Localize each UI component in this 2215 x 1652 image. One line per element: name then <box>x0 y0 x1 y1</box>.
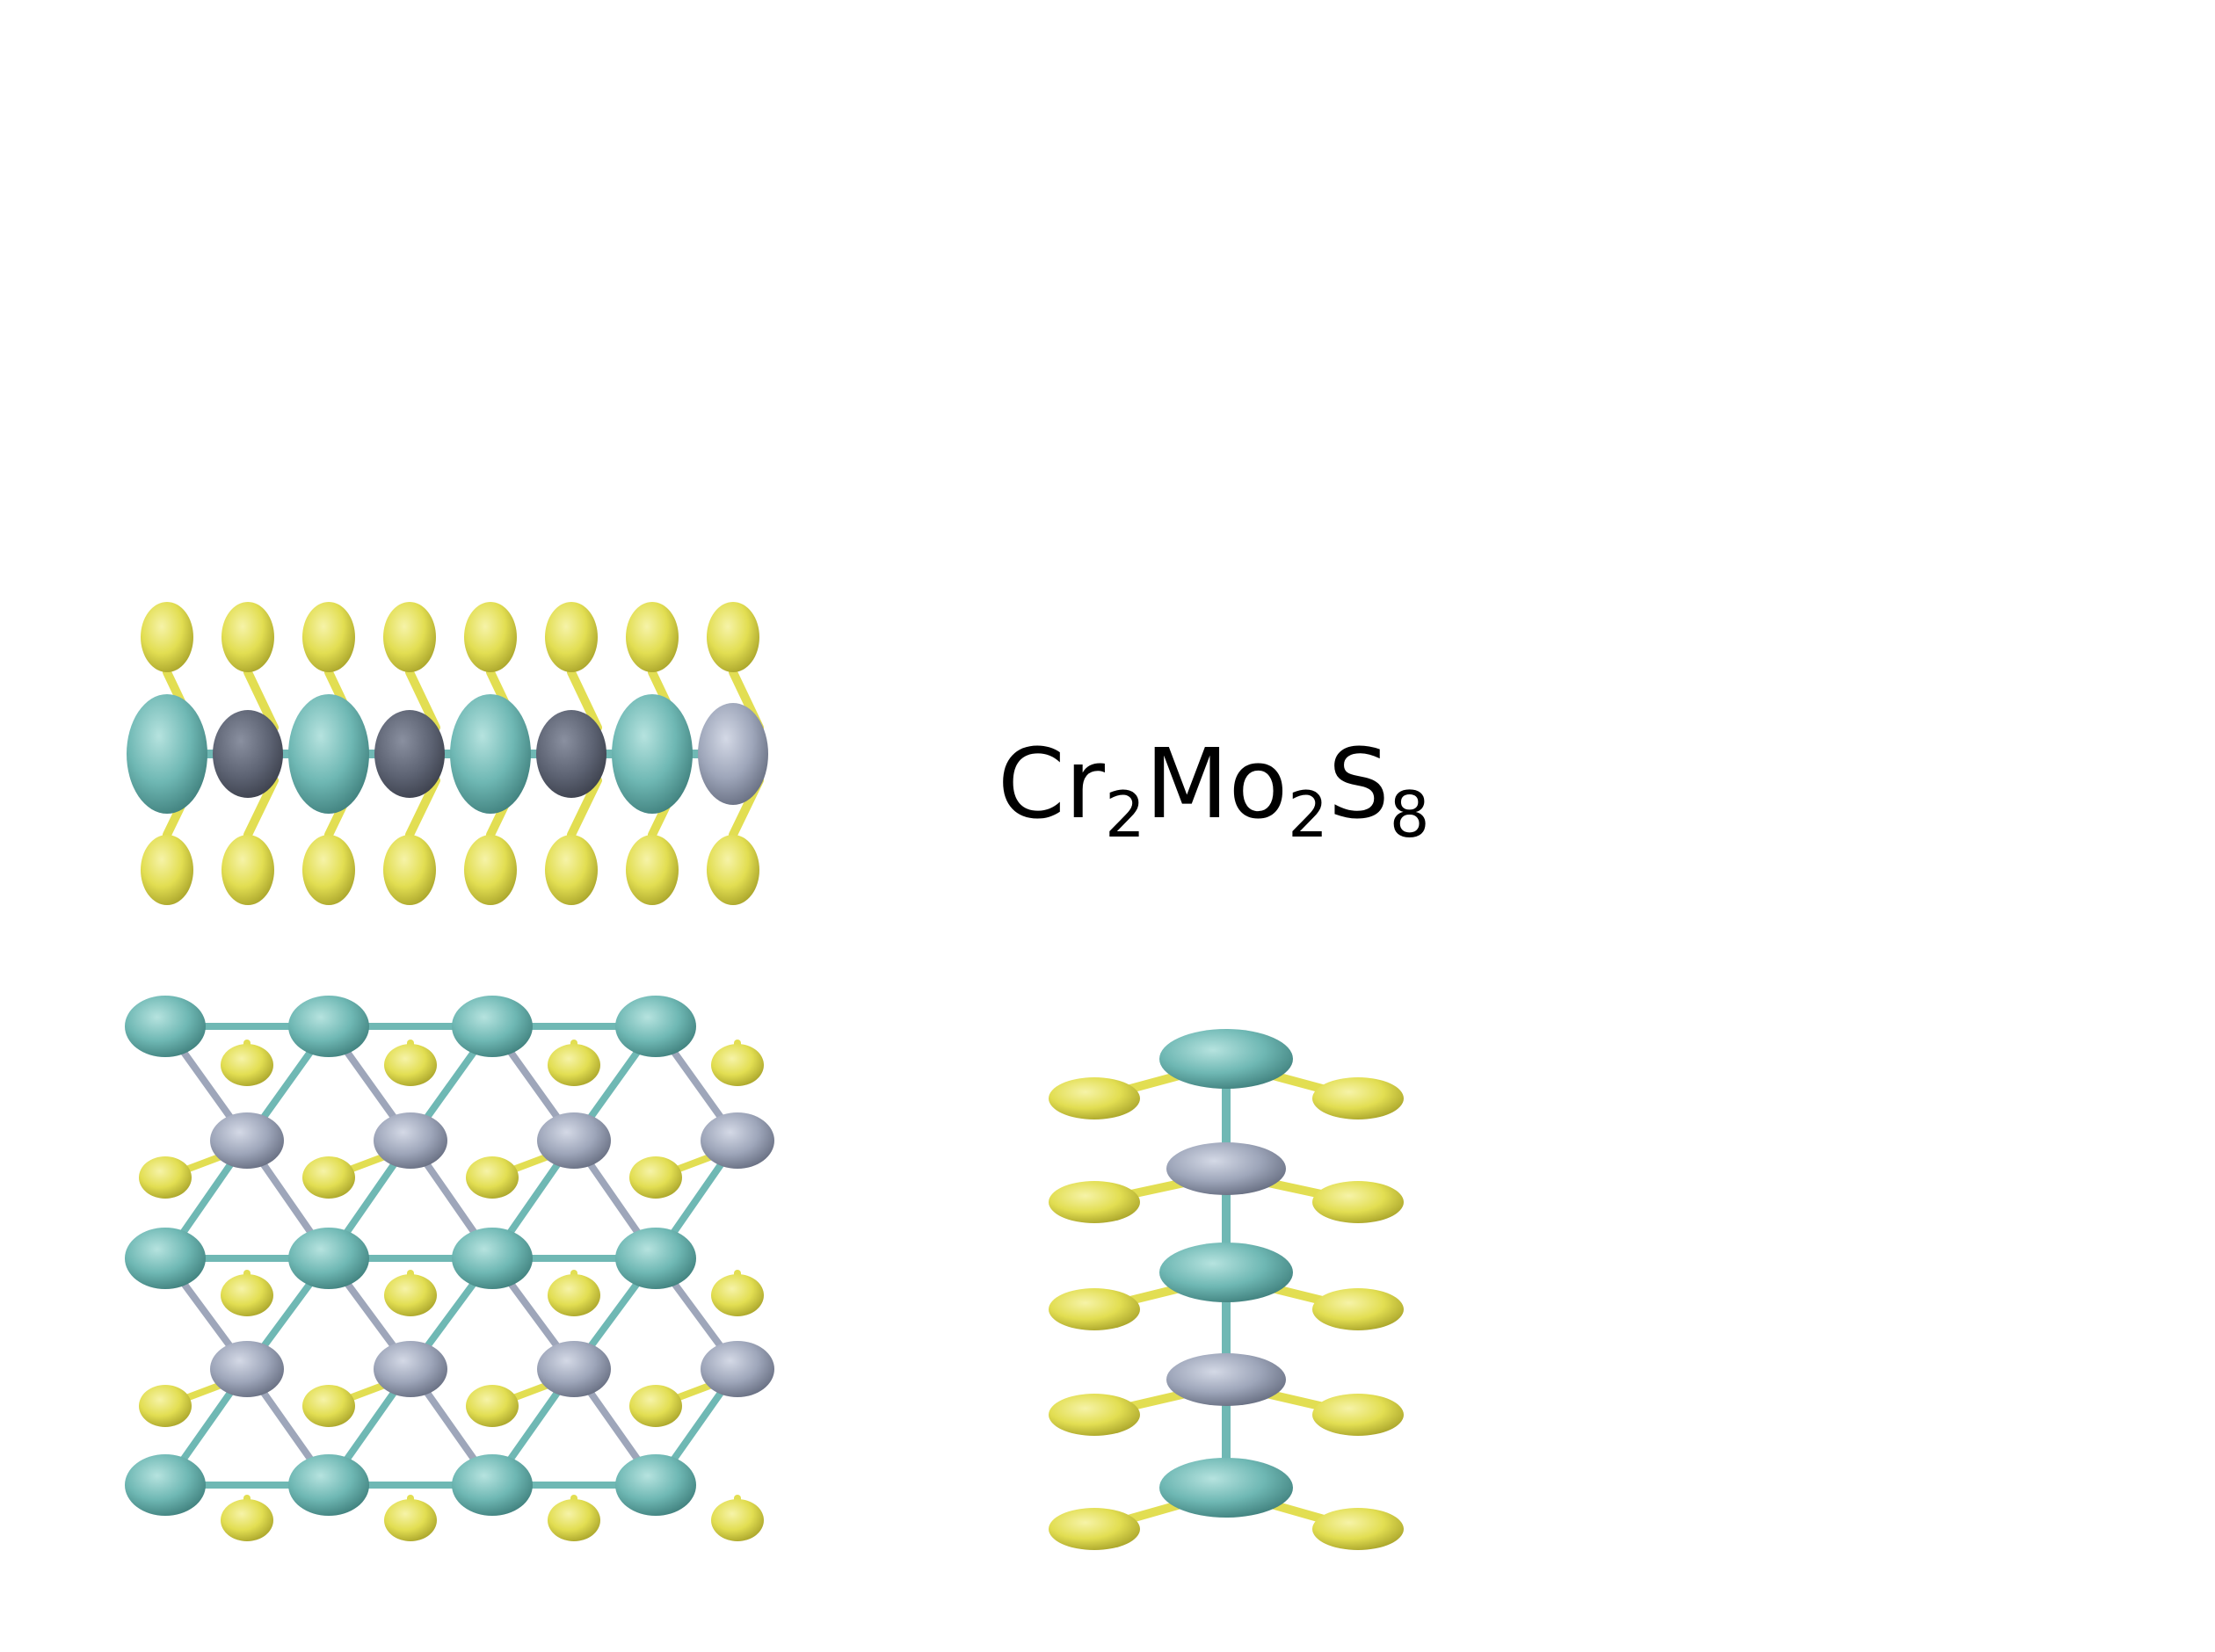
sulfur-atom <box>221 1274 273 1316</box>
sulfur-atom <box>545 835 598 905</box>
chromium-atom <box>125 1454 206 1516</box>
sulfur-atom <box>1312 1394 1404 1436</box>
molybdenum-atom <box>537 1341 611 1397</box>
chromium-atom <box>288 694 369 814</box>
molybdenum-atom <box>701 1112 774 1169</box>
molybdenum-atom <box>701 1341 774 1397</box>
molybdenum-atom <box>374 710 445 798</box>
sulfur-atom <box>711 1499 764 1541</box>
sulfur-atom <box>1049 1394 1140 1436</box>
sulfur-atom <box>1049 1181 1140 1223</box>
sulfur-atom <box>629 1156 682 1199</box>
molybdenum-atom <box>536 710 606 798</box>
sulfur-atom <box>1049 1077 1140 1119</box>
chromium-atom <box>452 1228 533 1289</box>
chromium-atom <box>288 996 369 1057</box>
sulfur-atom <box>302 602 355 672</box>
chemical-formula: Cr2Mo2S8 <box>998 728 1430 851</box>
formula-element-cr: Cr <box>998 728 1106 840</box>
formula-subscript-cr: 2 <box>1105 778 1145 851</box>
sulfur-atom <box>466 1156 519 1199</box>
bond <box>405 776 440 839</box>
sulfur-atom <box>302 835 355 905</box>
sulfur-atom <box>139 1156 192 1199</box>
sulfur-atom <box>1312 1077 1404 1119</box>
chromium-atom <box>615 1228 696 1289</box>
chromium-atom <box>1159 1458 1293 1518</box>
formula-element-mo: Mo <box>1145 728 1288 840</box>
sulfur-atom <box>707 602 759 672</box>
bond <box>567 668 602 732</box>
chromium-atom <box>1159 1029 1293 1089</box>
formula-element-s: S <box>1328 728 1390 840</box>
top-view-structure <box>125 996 774 1541</box>
side-view-structure <box>127 602 768 905</box>
chromium-atom <box>615 996 696 1057</box>
sulfur-atom <box>1049 1288 1140 1330</box>
chromium-atom <box>125 1228 206 1289</box>
sulfur-atom <box>464 835 517 905</box>
sulfur-atom <box>626 835 679 905</box>
sulfur-atom <box>384 1274 437 1316</box>
sulfur-atom <box>222 602 274 672</box>
sulfur-atom <box>629 1385 682 1427</box>
bond <box>243 668 279 732</box>
molybdenum-atom <box>374 1112 447 1169</box>
formula-subscript-mo: 2 <box>1288 778 1328 851</box>
bond <box>567 776 602 839</box>
sulfur-atom <box>548 1274 600 1316</box>
sulfur-atom <box>1049 1508 1140 1550</box>
sulfur-atom <box>139 1385 192 1427</box>
sulfur-atom <box>1312 1508 1404 1550</box>
bond <box>405 668 440 732</box>
molybdenum-atom <box>1166 1353 1286 1406</box>
chromium-atom <box>288 1228 369 1289</box>
sulfur-atom <box>302 1385 355 1427</box>
chromium-atom <box>452 996 533 1057</box>
chromium-atom <box>612 694 693 814</box>
sulfur-atom <box>384 1044 437 1086</box>
sulfur-atom <box>141 835 193 905</box>
sulfur-atom <box>141 602 193 672</box>
bond <box>243 776 279 839</box>
sulfur-atom <box>548 1044 600 1086</box>
sulfur-atom <box>302 1156 355 1199</box>
sulfur-atom <box>384 1499 437 1541</box>
sulfur-atom <box>711 1044 764 1086</box>
sulfur-atom <box>222 835 274 905</box>
sulfur-atom <box>711 1274 764 1316</box>
molybdenum-atom <box>210 1112 284 1169</box>
sulfur-atom <box>1312 1181 1404 1223</box>
sulfur-atom <box>626 602 679 672</box>
chromium-atom <box>1159 1243 1293 1302</box>
sulfur-atom <box>548 1499 600 1541</box>
molybdenum-atom <box>374 1341 447 1397</box>
sulfur-atom <box>1312 1288 1404 1330</box>
chromium-atom <box>615 1454 696 1516</box>
sulfur-atom <box>221 1499 273 1541</box>
sulfur-atom <box>221 1044 273 1086</box>
molybdenum-atom <box>698 703 768 805</box>
sulfur-atom <box>464 602 517 672</box>
chromium-atom <box>288 1454 369 1516</box>
sulfur-atom <box>707 835 759 905</box>
molybdenum-atom <box>537 1112 611 1169</box>
sulfur-atom <box>383 835 436 905</box>
end-view-structure <box>1049 1029 1404 1550</box>
chromium-atom <box>127 694 207 814</box>
sulfur-atom <box>545 602 598 672</box>
chromium-atom <box>125 996 206 1057</box>
chromium-atom <box>452 1454 533 1516</box>
formula-subscript-s: 8 <box>1390 778 1430 851</box>
molybdenum-atom <box>213 710 283 798</box>
chromium-atom <box>450 694 531 814</box>
molybdenum-atom <box>1166 1142 1286 1195</box>
sulfur-atom <box>466 1385 519 1427</box>
molybdenum-atom <box>210 1341 284 1397</box>
sulfur-atom <box>383 602 436 672</box>
